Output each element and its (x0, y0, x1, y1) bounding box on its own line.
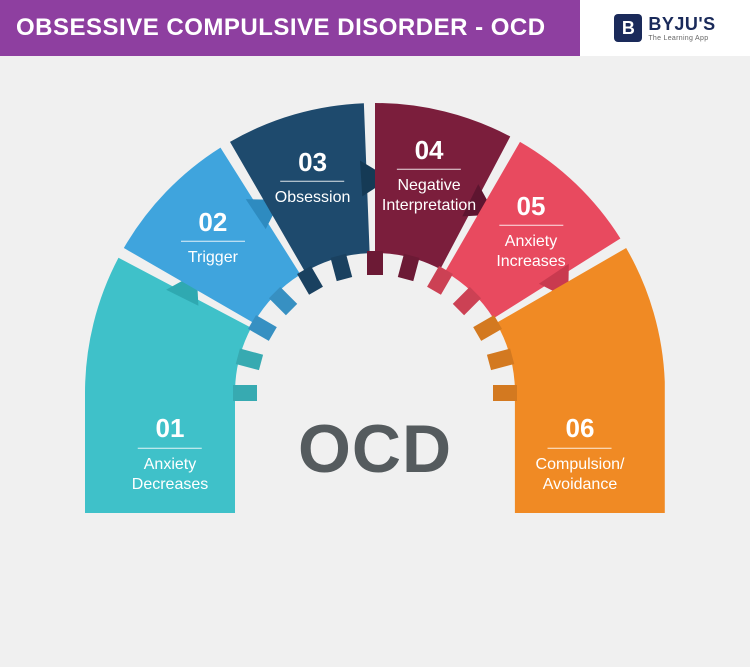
segment-label-05: 05AnxietyIncreases (496, 190, 565, 273)
brand-logo: B BYJU'S The Learning App (580, 0, 750, 56)
segment-label-03: 03Obsession (275, 146, 351, 209)
cog-spoke (252, 322, 273, 334)
cog-spoke (406, 256, 412, 279)
title-bar: OBSESSIVE COMPULSIVE DISORDER - OCD B BY… (0, 0, 750, 56)
cog-spoke (477, 322, 498, 334)
cog-spoke (489, 356, 512, 362)
ocd-cycle-diagram: OCD 01AnxietyDecreases 02Trigger 03Obsessi… (0, 56, 750, 667)
cog-spoke (338, 256, 344, 279)
segment-label-06: 06Compulsion/Avoidance (536, 412, 625, 495)
logo-text: BYJU'S The Learning App (648, 15, 715, 42)
logo-badge-icon: B (614, 14, 642, 42)
segment-label-01: 01AnxietyDecreases (132, 412, 208, 495)
segment-label-02: 02Trigger (181, 206, 245, 269)
cog-spoke (458, 293, 475, 310)
logo-main-text: BYJU'S (648, 15, 715, 33)
cog-spoke (275, 293, 292, 310)
center-label: OCD (298, 410, 452, 488)
cycle-chart-svg (0, 56, 750, 667)
logo-sub-text: The Learning App (648, 35, 715, 42)
cog-spoke (434, 270, 446, 291)
cog-spoke (304, 270, 316, 291)
cog-spoke (238, 356, 261, 362)
page-title: OBSESSIVE COMPULSIVE DISORDER - OCD (0, 0, 580, 56)
segment-label-04: 04NegativeInterpretation (382, 133, 476, 216)
